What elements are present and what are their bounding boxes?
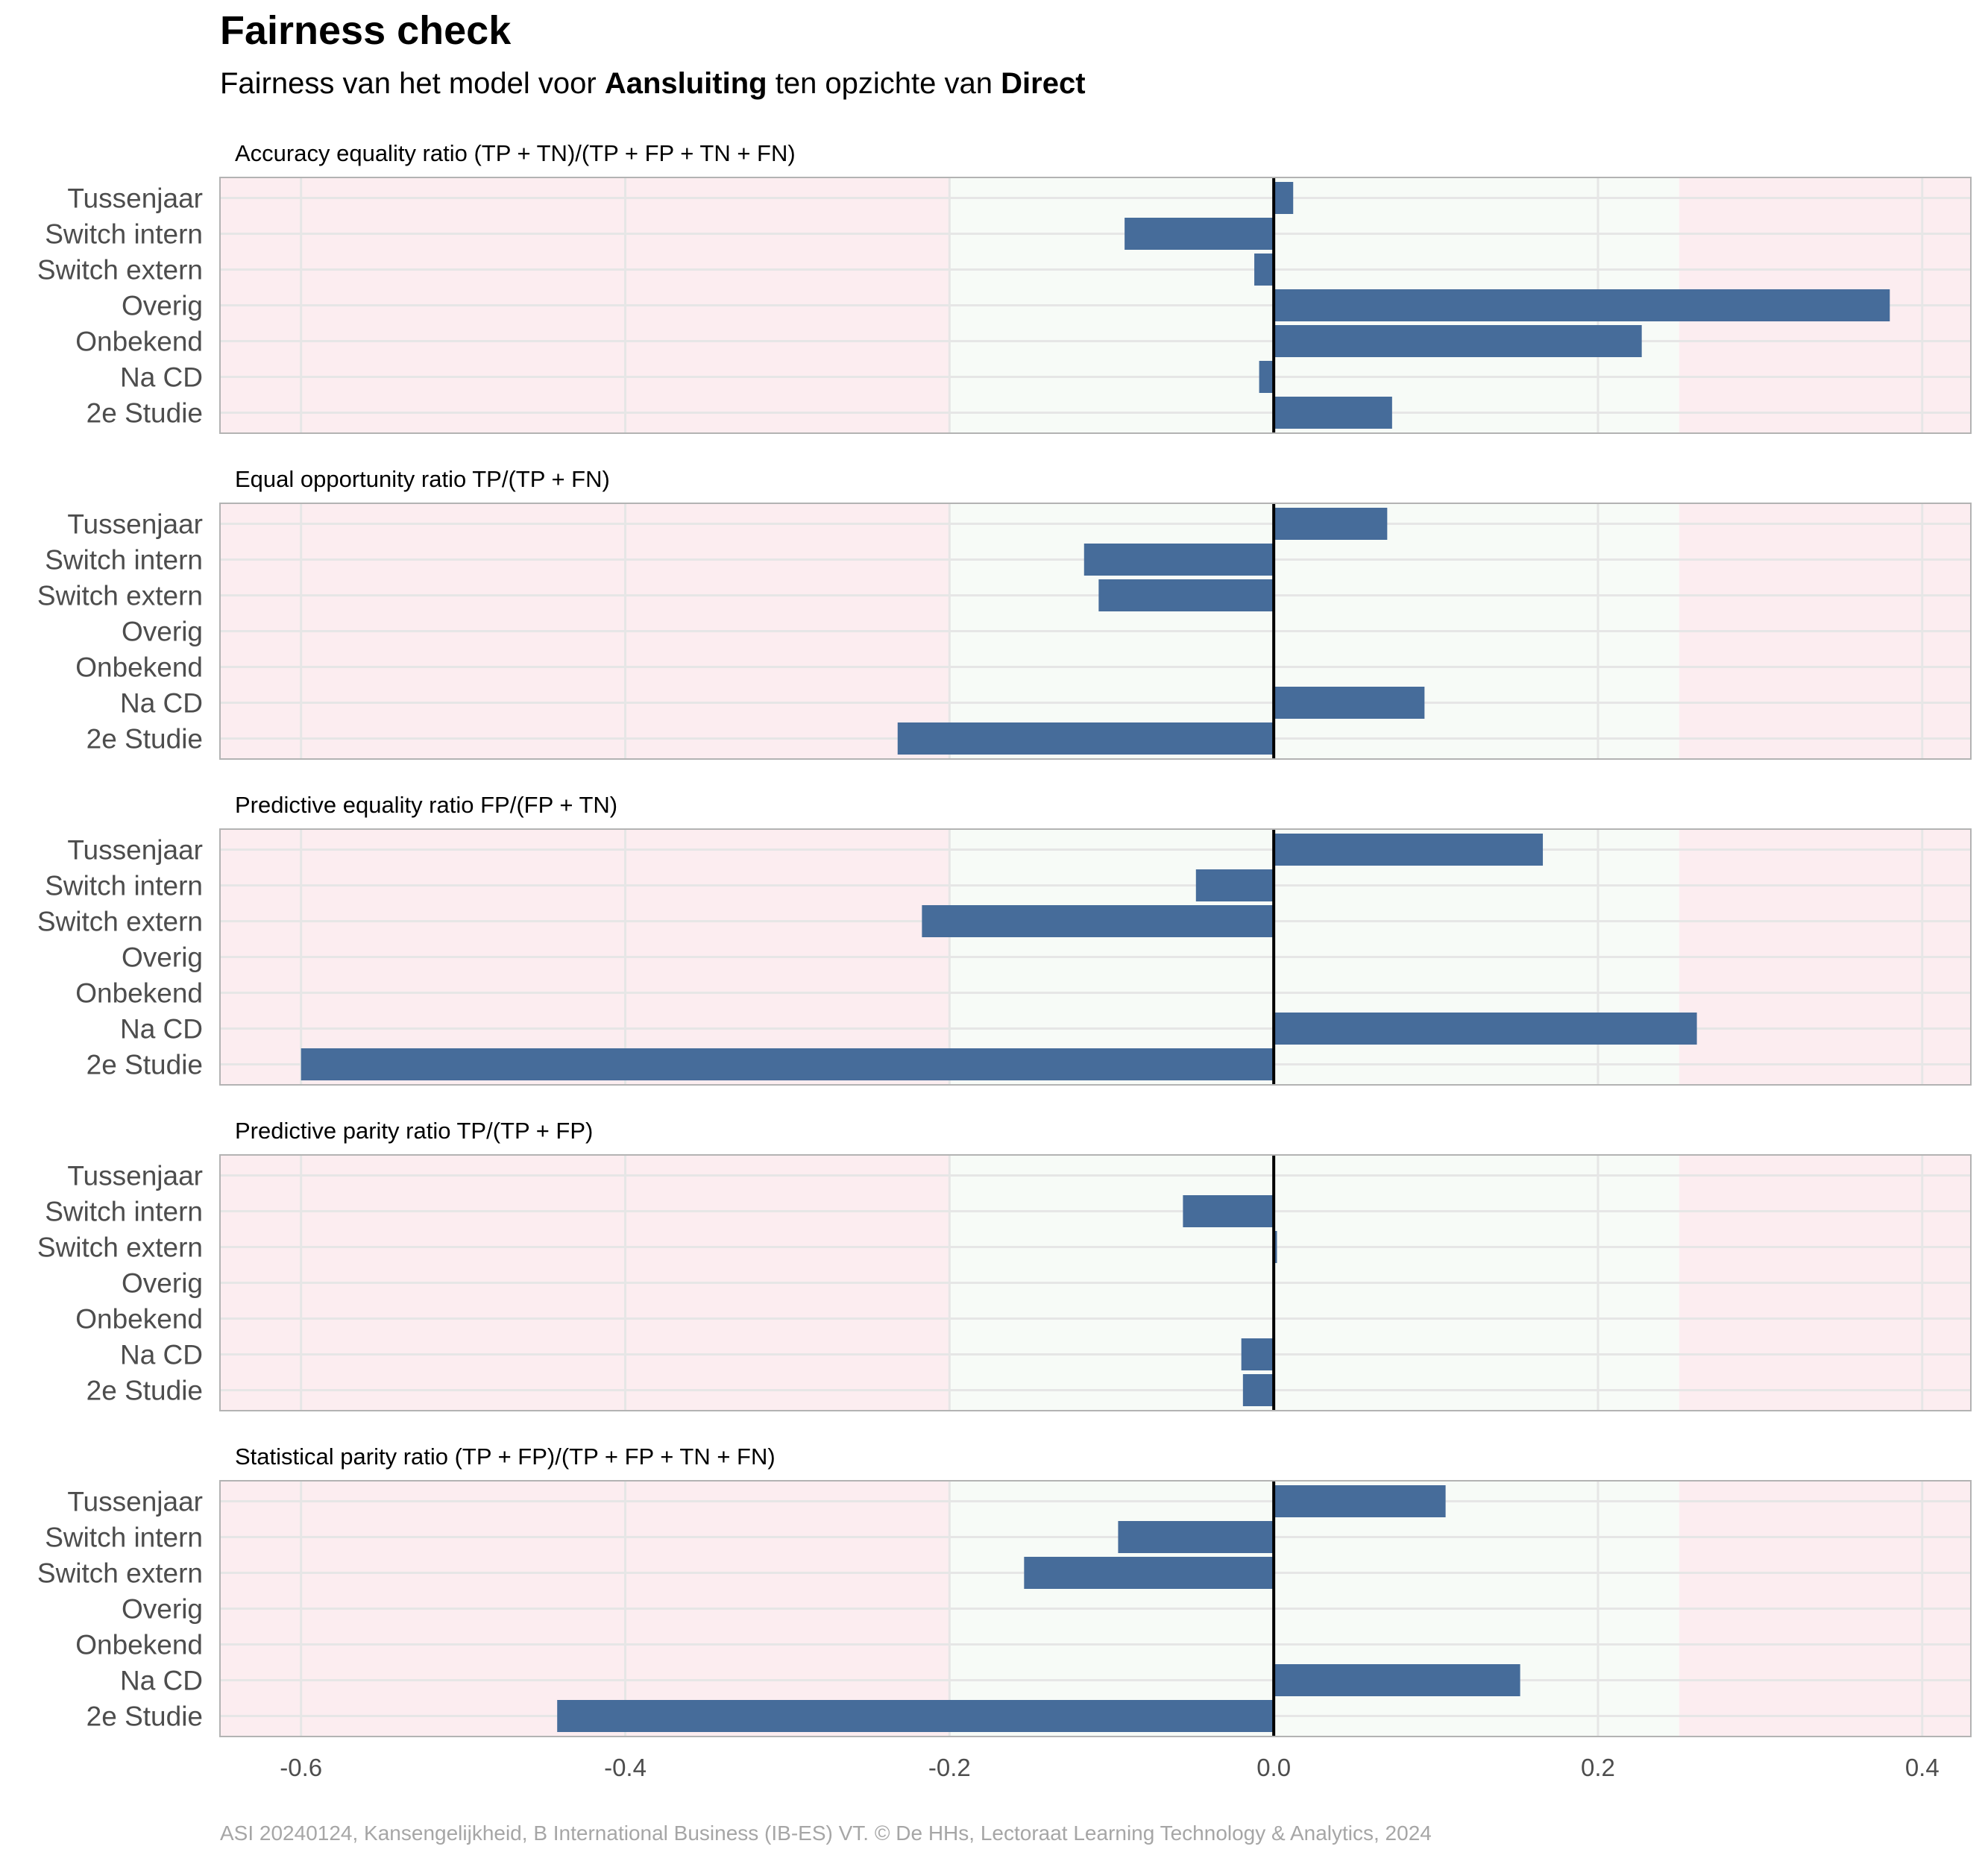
bar-switch-extern: [1098, 579, 1274, 611]
panel-border: [219, 503, 1972, 760]
x-tick-label: 0.0: [1256, 1754, 1291, 1781]
bar-switch-extern: [922, 905, 1274, 937]
panel-title: Accuracy equality ratio (TP + TN)/(TP + …: [235, 140, 796, 166]
panel-border: [219, 177, 1972, 434]
category-label: Tussenjaar: [67, 1487, 203, 1517]
bar-overig: [1274, 289, 1890, 321]
bar-2e-studie: [1274, 397, 1392, 429]
bar-switch-extern: [1274, 1231, 1277, 1263]
subtitle-prefix: Fairness van het model voor: [220, 67, 605, 100]
bar-tussenjaar: [1274, 182, 1294, 214]
category-label: Na CD: [120, 1014, 203, 1045]
bar-switch-intern: [1195, 869, 1274, 901]
bar-switch-intern: [1083, 544, 1274, 576]
category-label: Onbekend: [75, 327, 203, 357]
category-label: Switch extern: [37, 907, 203, 937]
category-label: Na CD: [120, 1666, 203, 1696]
category-label: Overig: [122, 942, 203, 973]
category-label: Switch extern: [37, 1232, 203, 1263]
panel-title: Equal opportunity ratio TP/(TP + FN): [235, 466, 610, 492]
bar-2e-studie: [557, 1700, 1274, 1732]
category-label: Overig: [122, 617, 203, 647]
bar-na-cd: [1274, 1013, 1697, 1045]
category-label: Switch intern: [45, 219, 203, 250]
category-label: Na CD: [120, 1340, 203, 1370]
bar-switch-intern: [1183, 1195, 1274, 1227]
category-label: Tussenjaar: [67, 1161, 203, 1191]
category-label: 2e Studie: [86, 1050, 203, 1080]
bar-switch-intern: [1124, 218, 1274, 250]
subtitle-group: Aansluiting: [604, 67, 767, 100]
bar-na-cd: [1241, 1338, 1274, 1370]
bar-2e-studie: [897, 722, 1274, 755]
bar-2e-studie: [1242, 1374, 1274, 1406]
bar-tussenjaar: [1274, 1485, 1446, 1517]
category-label: Switch intern: [45, 871, 203, 901]
chart-title: Fairness check: [220, 8, 512, 53]
category-label: Tussenjaar: [67, 835, 203, 866]
bar-2e-studie: [301, 1048, 1274, 1080]
category-label: Switch extern: [37, 1558, 203, 1589]
category-label: Switch extern: [37, 255, 203, 286]
bar-na-cd: [1274, 1664, 1520, 1696]
chart-caption: ASI 20240124, Kansengelijkheid, B Intern…: [220, 1822, 1432, 1845]
category-label: Onbekend: [75, 978, 203, 1009]
x-tick-label: -0.2: [928, 1754, 971, 1781]
x-tick-label: 0.4: [1905, 1754, 1940, 1781]
bar-switch-extern: [1024, 1557, 1274, 1589]
category-label: Onbekend: [75, 1304, 203, 1335]
panel-border: [219, 828, 1972, 1086]
panel-title: Statistical parity ratio (TP + FP)/(TP +…: [235, 1443, 776, 1470]
category-label: Tussenjaar: [67, 509, 203, 540]
bar-switch-intern: [1118, 1521, 1274, 1553]
panel-title: Predictive equality ratio FP/(FP + TN): [235, 792, 617, 818]
category-label: 2e Studie: [86, 1701, 203, 1732]
x-tick-label: -0.4: [604, 1754, 647, 1781]
category-label: Tussenjaar: [67, 183, 203, 214]
category-label: 2e Studie: [86, 1376, 203, 1406]
panel-border: [219, 1480, 1972, 1737]
bar-na-cd: [1274, 687, 1425, 719]
category-label: Onbekend: [75, 652, 203, 683]
x-tick-label: 0.2: [1581, 1754, 1615, 1781]
bar-tussenjaar: [1274, 508, 1388, 540]
category-label: 2e Studie: [86, 398, 203, 429]
fairness-chart: Accuracy equality ratio (TP + TN)/(TP + …: [37, 140, 1972, 1781]
category-label: Overig: [122, 1594, 203, 1625]
category-label: Overig: [122, 291, 203, 321]
category-label: Switch intern: [45, 1523, 203, 1553]
category-label: Switch extern: [37, 581, 203, 611]
category-label: 2e Studie: [86, 724, 203, 755]
category-label: Onbekend: [75, 1630, 203, 1660]
bar-na-cd: [1259, 361, 1274, 393]
category-label: Na CD: [120, 362, 203, 393]
bar-tussenjaar: [1274, 834, 1544, 866]
panel-border: [219, 1154, 1972, 1411]
x-tick-label: -0.6: [280, 1754, 322, 1781]
category-label: Switch intern: [45, 1197, 203, 1227]
bar-switch-extern: [1254, 254, 1274, 286]
chart-subtitle: Fairness van het model voor Aansluiting …: [220, 67, 1086, 101]
panel-title: Predictive parity ratio TP/(TP + FP): [235, 1118, 593, 1144]
subtitle-reference: Direct: [1001, 67, 1086, 100]
bar-onbekend: [1274, 325, 1642, 357]
category-label: Na CD: [120, 688, 203, 719]
category-label: Switch intern: [45, 545, 203, 576]
category-label: Overig: [122, 1268, 203, 1299]
subtitle-middle: ten opzichte van: [767, 67, 1001, 100]
